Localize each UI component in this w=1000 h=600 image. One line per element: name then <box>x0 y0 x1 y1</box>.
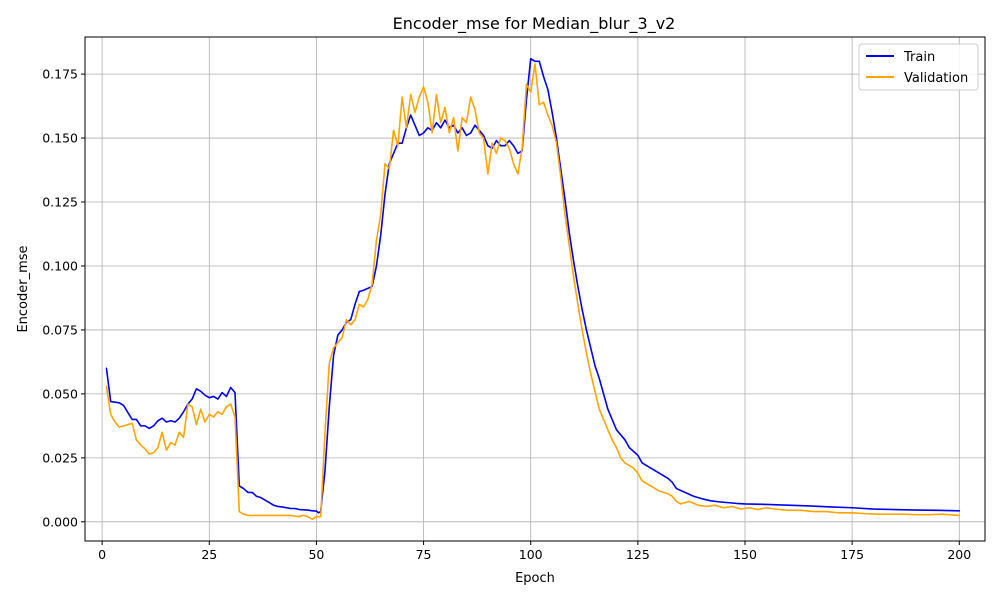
plot-frame <box>84 36 986 542</box>
y-tick-label: 0.125 <box>42 195 78 210</box>
y-tick-label: 0.050 <box>42 386 78 401</box>
y-tick-label: 0.000 <box>42 514 78 529</box>
y-tick-label: 0.175 <box>42 67 78 82</box>
series-line-validation <box>105 63 961 521</box>
y-tick-label: 0.025 <box>42 450 78 465</box>
plot-area <box>105 57 961 521</box>
x-tick-label: 100 <box>519 547 543 562</box>
y-tick-label: 0.075 <box>42 322 78 337</box>
x-tick-label: 0 <box>98 547 106 562</box>
x-tick-label: 25 <box>201 547 217 562</box>
series-line-train <box>105 57 961 514</box>
y-axis-label: Encoder_mse <box>16 245 31 332</box>
x-axis-label: Epoch <box>515 571 555 586</box>
y-axis: 0.000 0.025 0.050 0.075 0.100 0.125 0.150 0.175 <box>42 67 85 529</box>
x-tick-label: 125 <box>626 547 650 562</box>
x-axis: 0 25 50 75 100 125 150 175 200 <box>98 541 971 562</box>
x-tick-label: 75 <box>416 547 432 562</box>
legend-label-train: Train <box>903 50 935 65</box>
x-tick-label: 175 <box>840 547 864 562</box>
x-tick-label: 150 <box>733 547 757 562</box>
legend: Train Validation <box>858 43 979 91</box>
x-tick-label: 200 <box>947 547 971 562</box>
chart-title: Encoder_mse for Median_blur_3_v2 <box>393 14 676 34</box>
x-tick-label: 50 <box>308 547 324 562</box>
legend-label-validation: Validation <box>904 71 968 86</box>
y-tick-label: 0.100 <box>42 258 78 273</box>
y-tick-label: 0.150 <box>42 131 78 146</box>
series-lines <box>105 57 961 521</box>
